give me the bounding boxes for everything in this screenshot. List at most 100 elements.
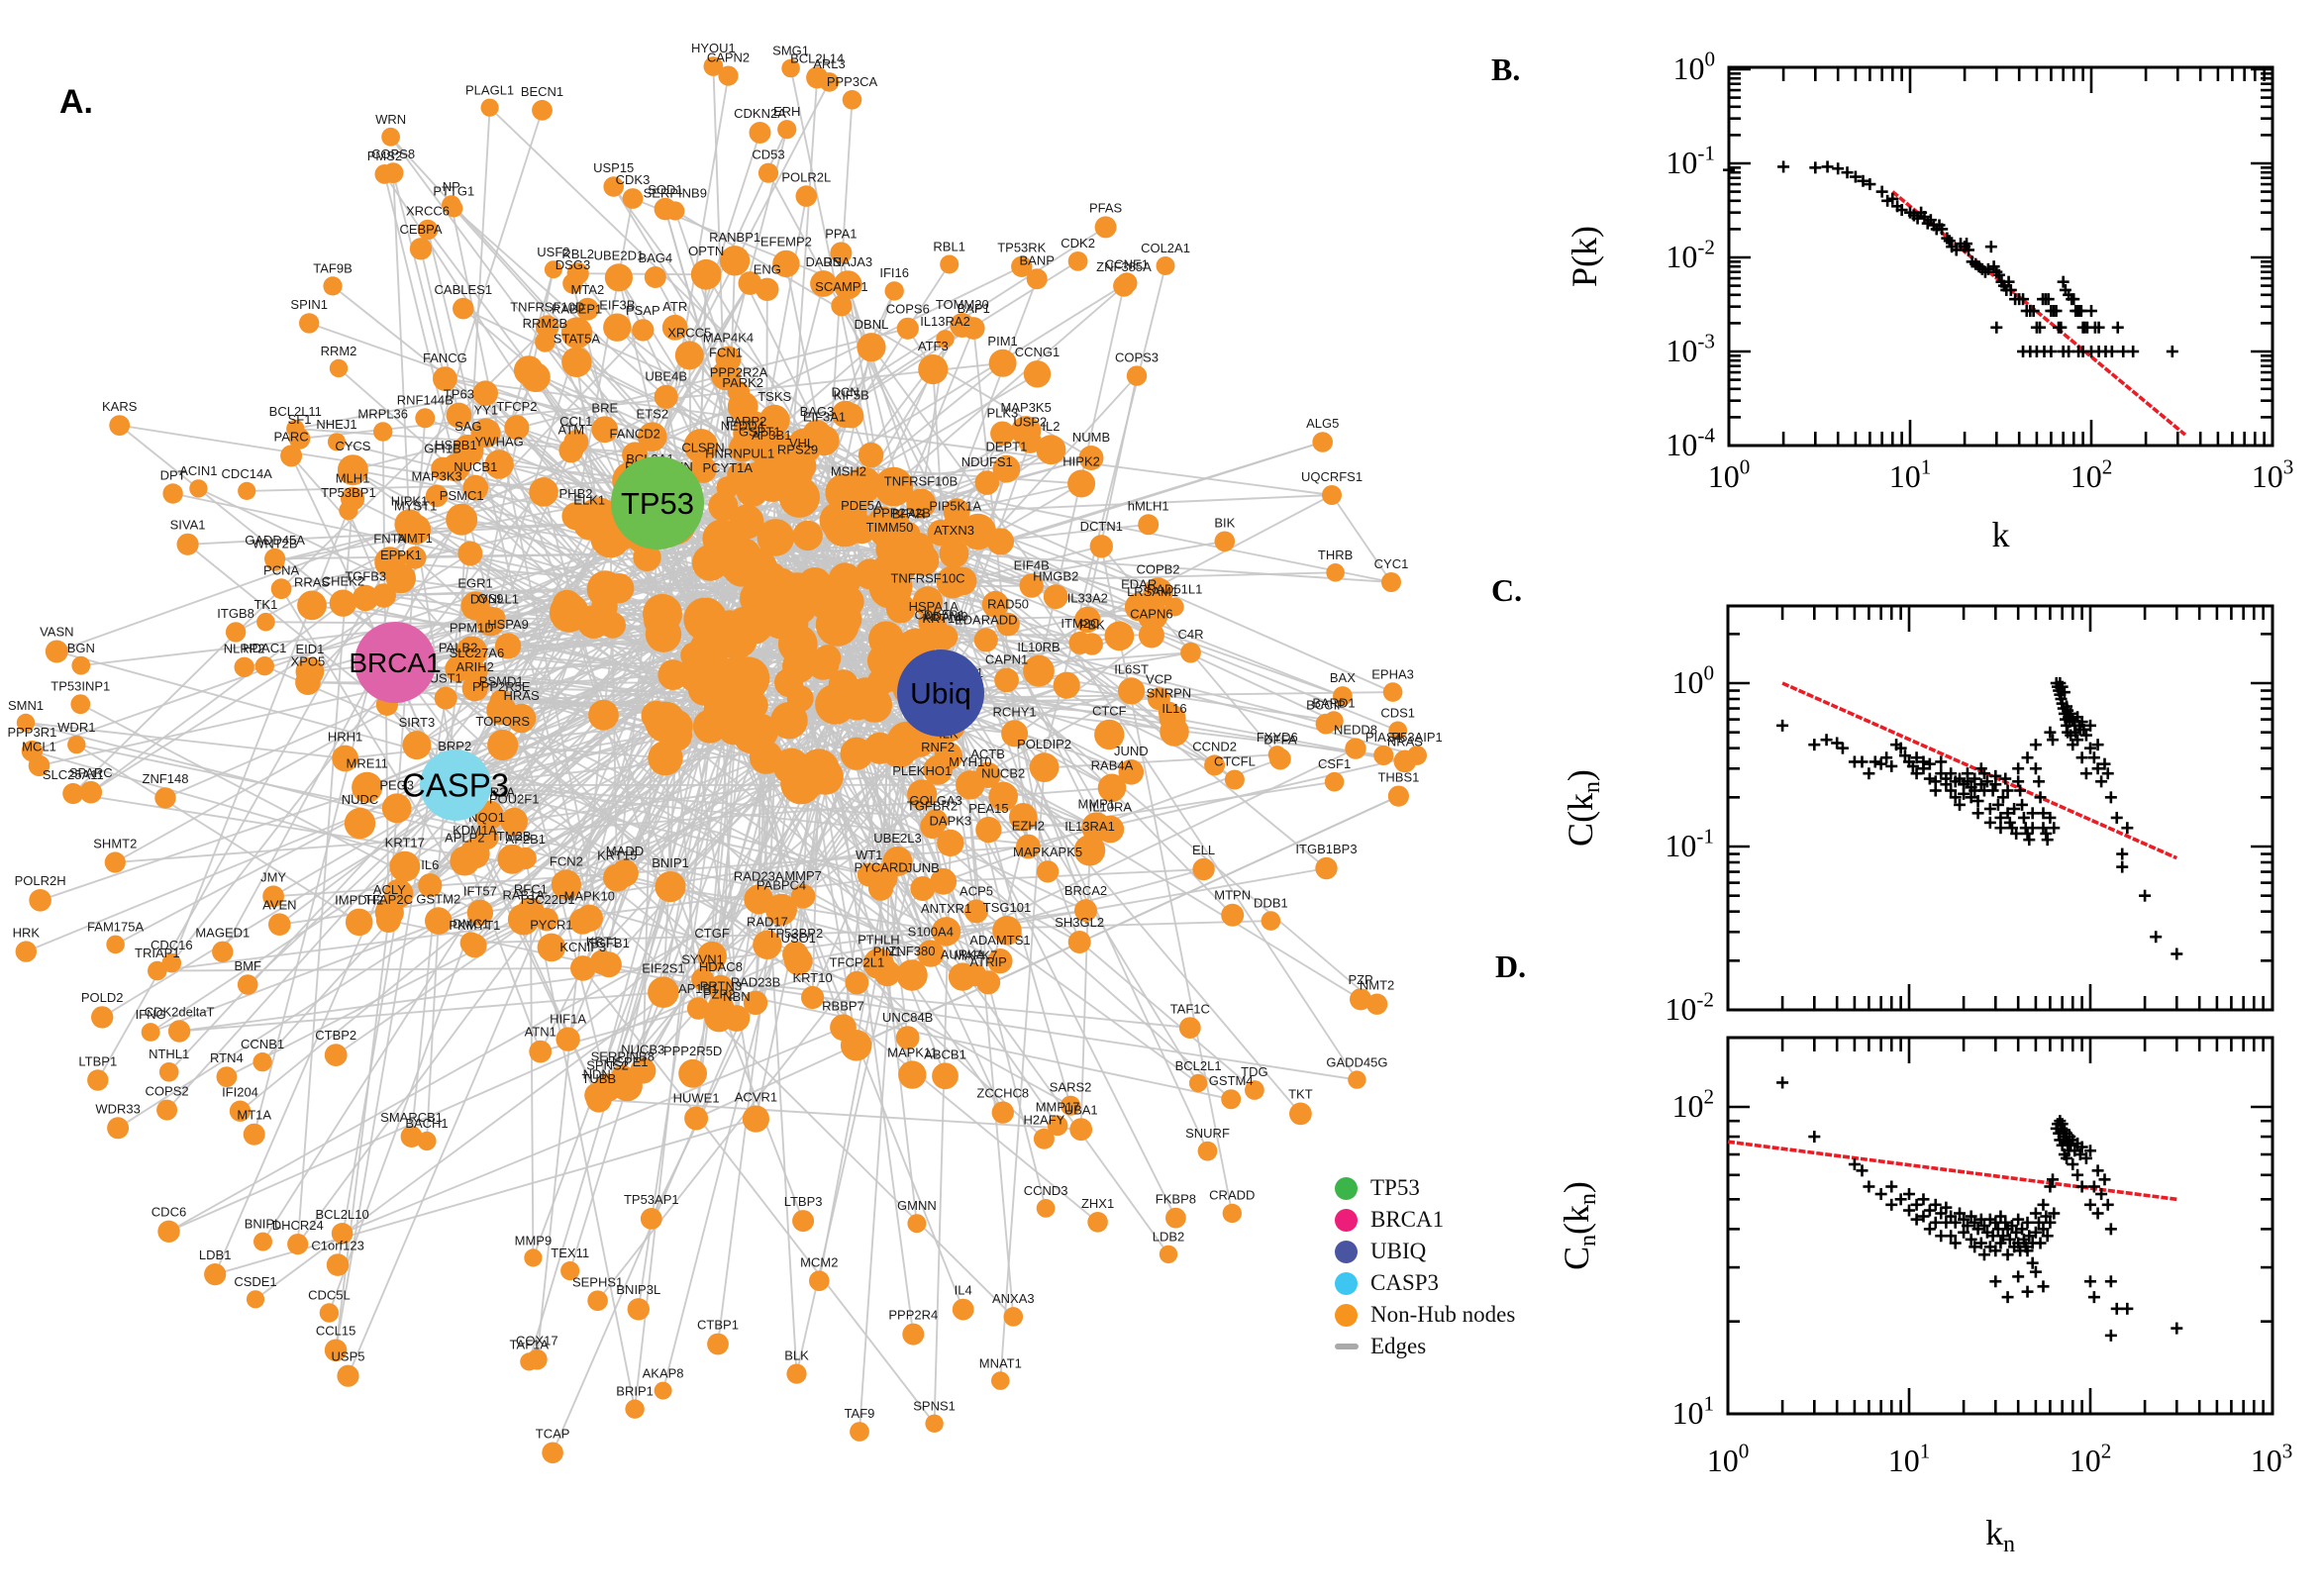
- gene-label: CCL15: [316, 1324, 355, 1339]
- non-hub-node: [551, 869, 582, 900]
- hub-node-brca1: [354, 622, 436, 703]
- gene-label: RAD23B: [731, 975, 781, 990]
- gene-label: EDAR: [1121, 577, 1157, 592]
- non-hub-node: [453, 297, 474, 320]
- non-hub-node: [939, 539, 969, 568]
- plot-panel-C: 100 10-1 10-2 C(kn): [1561, 604, 2274, 1027]
- non-hub-node: [107, 1117, 130, 1140]
- non-hub-node: [1029, 752, 1060, 782]
- non-hub-node: [940, 514, 970, 545]
- y-tick-label: 10-1: [1665, 825, 1714, 863]
- non-hub-node: [560, 1261, 580, 1281]
- gene-label: NQO1: [468, 810, 505, 825]
- non-hub-node: [29, 889, 51, 912]
- gene-label: BCL2L11: [269, 404, 322, 419]
- non-hub-node: [786, 685, 814, 713]
- gene-label: LDB1: [199, 1247, 232, 1262]
- non-hub-node: [910, 489, 932, 512]
- non-hub-node: [234, 656, 254, 677]
- gene-label: PDE5A: [841, 498, 883, 513]
- non-hub-node: [1178, 1017, 1201, 1039]
- gene-label: C4R: [1177, 627, 1203, 642]
- non-hub-node: [898, 1060, 927, 1089]
- gene-label: IMPDH2: [335, 893, 383, 908]
- gene-label: TP53BP2: [768, 926, 824, 941]
- gene-label: TNFRSF10C: [890, 570, 964, 585]
- gene-label: MTPN: [1214, 888, 1251, 903]
- non-hub-node: [895, 1026, 920, 1049]
- gene-label: RNF2: [921, 740, 955, 754]
- non-hub-node: [91, 1006, 114, 1029]
- non-hub-node: [595, 951, 622, 978]
- non-hub-node: [991, 1101, 1014, 1124]
- non-hub-node: [790, 883, 816, 909]
- non-hub-node: [858, 442, 884, 468]
- non-hub-node: [1204, 754, 1226, 776]
- gene-label: HSPE1: [606, 1054, 649, 1069]
- y-tick-label: 10-3: [1666, 330, 1715, 368]
- gene-label: CCNB1: [241, 1037, 284, 1051]
- legend-label: TP53: [1370, 1175, 1420, 1200]
- gene-label: KRT15: [597, 848, 637, 862]
- gene-label: TAF9: [845, 1406, 875, 1421]
- non-hub-node: [542, 1442, 563, 1464]
- gene-label: BRP2: [438, 739, 471, 753]
- gene-label: RBL1: [933, 240, 965, 254]
- gene-label: PTHLH: [858, 933, 900, 948]
- gene-label: HDAC1: [243, 641, 286, 655]
- non-hub-node: [189, 479, 208, 498]
- non-hub-node: [409, 238, 433, 260]
- y-tick-label: 102: [1671, 1085, 1714, 1124]
- non-hub-node: [507, 903, 540, 936]
- gene-label: SHMT2: [93, 836, 137, 850]
- non-hub-node: [1018, 430, 1043, 453]
- gene-label: SIRT3: [399, 715, 436, 730]
- gene-label: WDR33: [95, 1101, 141, 1116]
- gene-label: MAPK7: [954, 948, 997, 963]
- gene-label: PPP3R1: [7, 725, 56, 740]
- non-hub-node: [563, 430, 589, 455]
- gene-label: TAF9B: [313, 260, 353, 275]
- non-hub-node: [1036, 860, 1060, 883]
- gene-label: CEBPA: [399, 222, 442, 237]
- non-hub-node: [1350, 988, 1372, 1011]
- non-hub-node: [715, 346, 742, 372]
- gene-label: SYVN1: [681, 952, 724, 967]
- non-hub-node: [1060, 1095, 1081, 1116]
- gene-label: CABLES1: [435, 282, 493, 297]
- scatter-points: [1723, 160, 2178, 357]
- fit-line: [1727, 1140, 2177, 1202]
- gene-label: SPARC: [69, 765, 113, 780]
- non-hub-node: [500, 807, 528, 836]
- non-hub-node: [324, 1044, 348, 1066]
- non-hub-node: [1261, 911, 1281, 931]
- non-hub-node: [1289, 1102, 1312, 1126]
- non-hub-node: [1087, 1212, 1108, 1233]
- non-hub-node: [772, 748, 810, 785]
- gene-label: SMARCB1: [380, 1110, 443, 1125]
- y-tick-label: 10-4: [1666, 424, 1715, 462]
- non-hub-node: [987, 948, 1013, 974]
- gene-label: PSMC1: [440, 488, 484, 503]
- non-hub-node: [403, 546, 427, 569]
- gene-label: THRB: [1318, 548, 1353, 562]
- gene-label: MMP9: [515, 1233, 553, 1247]
- gene-label: MTA2: [571, 282, 605, 297]
- non-hub-node: [87, 1069, 109, 1091]
- gene-label: MAP3K5: [1001, 400, 1052, 415]
- non-hub-node: [936, 565, 969, 599]
- gene-label: SMG1: [772, 44, 809, 58]
- gene-label: CCND3: [1024, 1183, 1068, 1198]
- legend-item-non-hub-nodes: Non-Hub nodes: [1335, 1299, 1515, 1331]
- non-hub-node: [1221, 1089, 1242, 1110]
- non-hub-nodes: [15, 56, 1427, 1464]
- x-axis-label: kn: [1985, 1513, 2015, 1557]
- non-hub-node: [332, 745, 358, 772]
- gene-label: GSPT1: [739, 424, 781, 439]
- gene-label: PFAS: [1089, 200, 1123, 215]
- gene-label: SIVA1: [170, 518, 206, 533]
- non-hub-node: [1036, 1199, 1056, 1218]
- non-hub-node: [552, 589, 582, 620]
- non-hub-node: [648, 741, 683, 776]
- non-hub-node: [415, 408, 436, 429]
